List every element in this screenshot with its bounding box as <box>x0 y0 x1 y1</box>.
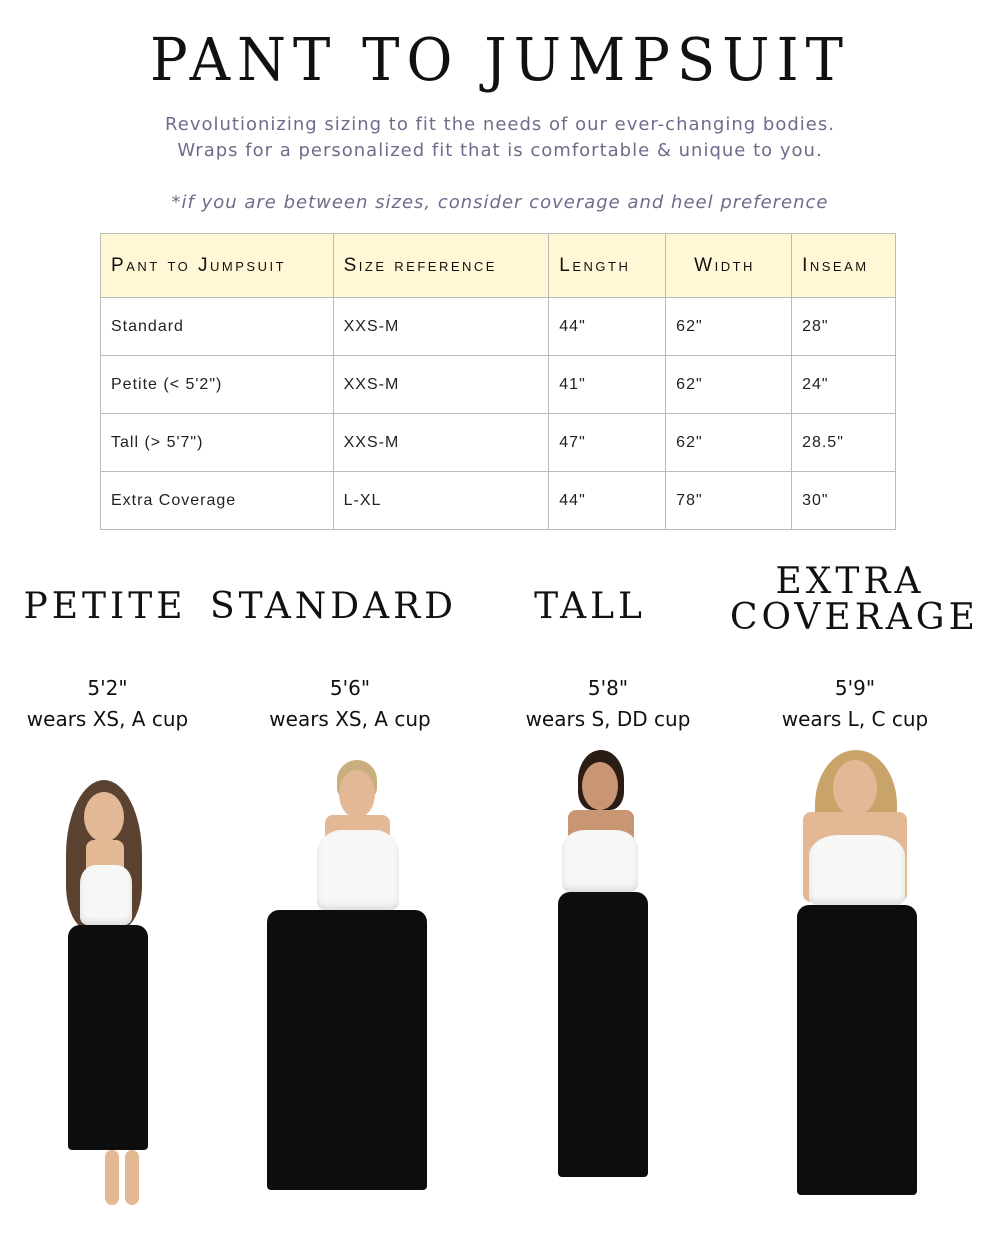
model-name: COVERAGE <box>730 597 979 638</box>
table-row: Extra Coverage L-XL 44" 78" 30" <box>100 471 896 530</box>
subtitle-line-1: Revolutionizing sizing to fit the needs … <box>165 114 835 135</box>
cell: 47" <box>548 413 667 472</box>
model-wears: wears L, C cup <box>781 707 929 731</box>
model-name: TALL <box>534 586 646 627</box>
cell: 44" <box>548 297 667 356</box>
cell: 41" <box>548 355 667 414</box>
model-wears: wears XS, A cup <box>269 707 431 731</box>
model-standard-photo <box>255 760 435 1205</box>
model-name: STANDARD <box>210 586 458 627</box>
model-petite-name: PETITE <box>0 585 210 629</box>
model-extra-coverage-photo <box>785 750 925 1210</box>
table-header-row: Pant to Jumpsuit Size reference Length W… <box>100 233 896 298</box>
model-height: 5'6" <box>329 676 371 700</box>
header-length: Length <box>548 233 667 298</box>
cell: 78" <box>665 471 793 530</box>
model-standard-name: STANDARD <box>210 585 458 629</box>
table-row: Petite (< 5'2") XXS-M 41" 62" 24" <box>100 355 896 414</box>
model-height: 5'9" <box>834 676 876 700</box>
cell: 24" <box>791 355 896 414</box>
model-wears: wears S, DD cup <box>525 707 691 731</box>
header-width: Width <box>665 233 793 298</box>
model-height: 5'2" <box>87 676 128 700</box>
model-tall-name: TALL <box>490 585 690 629</box>
sizing-note: *if you are between sizes, consider cove… <box>171 192 829 213</box>
model-tall-photo <box>540 750 660 1210</box>
model-standard-info: 5'6" wears XS, A cup <box>250 673 450 735</box>
subtitle-line-2: Wraps for a personalized fit that is com… <box>177 140 823 161</box>
cell: 44" <box>548 471 667 530</box>
model-height: 5'8" <box>587 676 629 700</box>
cell: XXS-M <box>332 297 550 356</box>
page-title: PANT TO JUMPSUIT <box>150 26 850 95</box>
cell: L-XL <box>332 471 550 530</box>
cell: Tall (> 5'7") <box>100 413 334 472</box>
cell: 62" <box>665 413 793 472</box>
cell: 28.5" <box>791 413 896 472</box>
model-extra-info: 5'9" wears L, C cup <box>755 673 955 735</box>
cell: 30" <box>791 471 896 530</box>
size-table: Pant to Jumpsuit Size reference Length W… <box>100 233 896 530</box>
cell: 62" <box>665 297 793 356</box>
model-name: PETITE <box>23 586 187 627</box>
cell: Petite (< 5'2") <box>100 355 334 414</box>
model-wears: wears XS, A cup <box>26 707 189 731</box>
header-inseam: Inseam <box>791 233 896 298</box>
cell: 62" <box>665 355 793 414</box>
cell: XXS-M <box>332 355 550 414</box>
table-row: Tall (> 5'7") XXS-M 47" 62" 28.5" <box>100 413 896 472</box>
cell: 28" <box>791 297 896 356</box>
cell: XXS-M <box>332 413 550 472</box>
model-petite-info: 5'2" wears XS, A cup <box>10 673 205 735</box>
model-extra-name: EXTRA COVERAGE <box>730 560 979 640</box>
table-row: Standard XXS-M 44" 62" 28" <box>100 297 896 356</box>
cell: Extra Coverage <box>100 471 334 530</box>
model-name: EXTRA <box>775 561 925 602</box>
cell: Standard <box>100 297 334 356</box>
model-petite-photo <box>50 780 160 1210</box>
header-pant-to-jumpsuit: Pant to Jumpsuit <box>100 233 334 298</box>
model-tall-info: 5'8" wears S, DD cup <box>508 673 708 735</box>
header-size-reference: Size reference <box>332 233 550 298</box>
